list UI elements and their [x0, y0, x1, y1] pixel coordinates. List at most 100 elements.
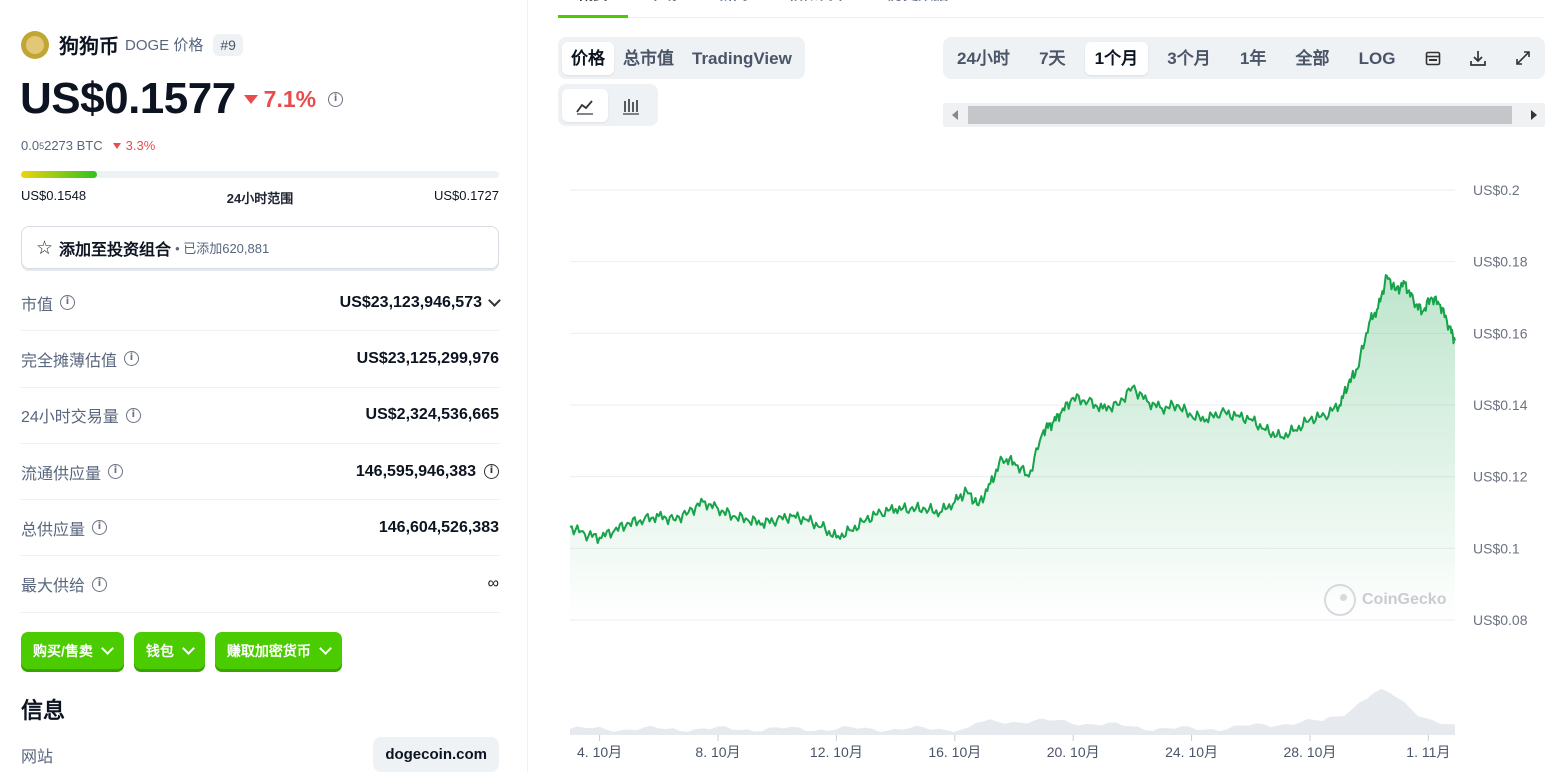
btc-price-suffix: 2273 BTC [44, 138, 103, 153]
y-tick-label: US$0.18 [1473, 254, 1528, 270]
tab-similar-coins[interactable]: 相似代币 [768, 0, 868, 18]
rank-badge: #9 [213, 33, 243, 56]
info-icon[interactable]: i [125, 407, 141, 423]
stat-row-circulating-supply: 流通供应量 i 146,595,946,383 i [21, 444, 499, 501]
stats-list: 市值 i US$23,123,946,573 完全摊薄估值 i US$23,125,… [21, 275, 501, 613]
info-icon[interactable]: i [92, 576, 108, 592]
price-row: US$0.1577 7.1% i [20, 74, 344, 124]
earn-crypto-button[interactable]: 赚取加密货币 [214, 632, 342, 669]
doge-logo-icon [21, 30, 49, 59]
add-to-portfolio-button[interactable]: ☆ 添加至投资组合 • 已添加620,881 [21, 226, 499, 269]
btc-change: 3.3% [112, 138, 156, 153]
range-low: US$0.1548 [21, 188, 87, 203]
stat-label: 市值 [21, 296, 54, 314]
down-arrow-icon [112, 142, 121, 149]
price-area-fill [570, 275, 1455, 620]
stat-value: ∞ [487, 575, 499, 593]
x-tick-label: 16. 10月 [928, 744, 981, 760]
y-tick-label: US$0.12 [1473, 469, 1528, 485]
download-button[interactable] [1460, 42, 1496, 75]
chart-navigator-scrollbar[interactable] [943, 103, 1545, 127]
action-buttons: 购买/售卖 钱包 赚取加密货币 [21, 632, 342, 669]
info-icon[interactable]: i [484, 464, 499, 480]
expand-icon [1516, 51, 1530, 65]
download-icon [1469, 51, 1486, 66]
range-1y[interactable]: 1年 [1239, 48, 1267, 68]
price-change-24h: 7.1% [243, 85, 317, 113]
stat-row-max-supply: 最大供给 i ∞ [21, 556, 499, 613]
24h-range-bar [21, 171, 499, 178]
star-icon: ☆ [36, 236, 54, 259]
candlestick-icon [623, 98, 639, 115]
fullscreen-button[interactable] [1505, 42, 1541, 75]
website-link[interactable]: dogecoin.com [373, 737, 499, 772]
tab-historical-data[interactable]: 历史数据 [868, 0, 968, 18]
volume-area [570, 688, 1455, 735]
stat-label: 完全摊薄估值 [21, 352, 118, 370]
buy-sell-button[interactable]: 购买/售卖 [21, 632, 124, 669]
chevron-down-icon[interactable] [488, 293, 501, 307]
info-icon[interactable]: i [124, 351, 140, 367]
tab-market-cap[interactable]: 总市值 [623, 48, 674, 68]
info-icon[interactable]: i [92, 520, 108, 536]
tab-news[interactable]: 新闻 [698, 0, 768, 18]
coin-name: 狗狗币 [59, 36, 119, 58]
tab-tradingview[interactable]: TradingView [692, 48, 792, 68]
btc-price-row: 0.0 5 2273 BTC 3.3% [21, 138, 155, 153]
chart-metric-selector: 价格 总市值 TradingView [558, 37, 805, 79]
wallet-button[interactable]: 钱包 [133, 632, 205, 669]
tab-overview[interactable]: 概要 [558, 0, 629, 18]
info-icon[interactable]: i [60, 295, 76, 311]
buy-sell-label: 购买/售卖 [33, 642, 93, 659]
portfolio-label: 添加至投资组合 [59, 241, 172, 259]
24h-range-labels: US$0.1548 24小时范围 US$0.1727 [21, 188, 499, 207]
range-high: US$0.1727 [433, 188, 499, 203]
stat-row-volume: 24小时交易量 i US$2,324,536,665 [21, 388, 499, 444]
stat-value: 146,595,946,383 [355, 462, 476, 480]
range-log[interactable]: LOG [1358, 48, 1396, 68]
stat-value: 146,604,526,383 [378, 518, 499, 536]
scroll-right-icon[interactable] [1531, 110, 1537, 120]
wallet-label: 钱包 [145, 642, 174, 659]
tab-markets[interactable]: 市场 [628, 0, 698, 18]
range-3m[interactable]: 3个月 [1167, 48, 1211, 68]
stat-label: 最大供给 [21, 578, 86, 596]
24h-range-fill [21, 171, 98, 178]
price-chart[interactable]: US$0.2 US$0.18 US$0.16 US$0.14 US$0.12 US$0.1… [558, 150, 1545, 772]
stat-label: 24小时交易量 [21, 409, 119, 427]
line-chart-icon [576, 99, 593, 115]
down-arrow-icon [243, 94, 258, 104]
calendar-button[interactable] [1415, 42, 1451, 75]
calendar-icon [1425, 51, 1440, 66]
scroll-thumb[interactable] [968, 106, 1512, 124]
range-all[interactable]: 全部 [1295, 48, 1330, 68]
chevron-down-icon [319, 641, 332, 655]
price-change-value: 7.1% [263, 85, 317, 112]
coingecko-logo-icon [1324, 584, 1356, 616]
line-chart-button[interactable] [562, 88, 608, 122]
stat-label: 流通供应量 [21, 465, 102, 483]
btc-change-value: 3.3% [125, 138, 156, 153]
stat-row-market-cap[interactable]: 市值 i US$23,123,946,573 [21, 275, 501, 332]
stat-label: 总供应量 [21, 521, 86, 539]
candlestick-chart-button[interactable] [608, 89, 654, 122]
btc-price-prefix: 0.0 [21, 138, 40, 153]
x-tick-label: 8. 10月 [695, 744, 740, 760]
earn-label: 赚取加密货币 [226, 642, 311, 659]
scroll-left-icon[interactable] [952, 110, 958, 120]
tab-price[interactable]: 价格 [562, 41, 614, 75]
chart-type-selector [558, 84, 658, 126]
x-tick-label: 4. 10月 [577, 744, 622, 760]
website-row: 网站 dogecoin.com [21, 737, 499, 772]
page-tabs: 概要 市场 新闻 相似代币 历史数据 [558, 0, 1545, 18]
stat-value: US$23,125,299,976 [356, 349, 499, 367]
info-icon[interactable]: i [328, 91, 344, 107]
range-1m[interactable]: 1个月 [1084, 41, 1149, 75]
range-24h[interactable]: 24小时 [957, 48, 1010, 68]
x-tick-label: 28. 10月 [1283, 744, 1336, 760]
y-tick-label: US$0.14 [1473, 397, 1528, 413]
x-tick-label: 24. 10月 [1165, 744, 1218, 760]
coin-symbol-label: DOGE 价格 [125, 37, 204, 54]
info-icon[interactable]: i [108, 464, 124, 480]
range-7d[interactable]: 7天 [1039, 48, 1066, 68]
